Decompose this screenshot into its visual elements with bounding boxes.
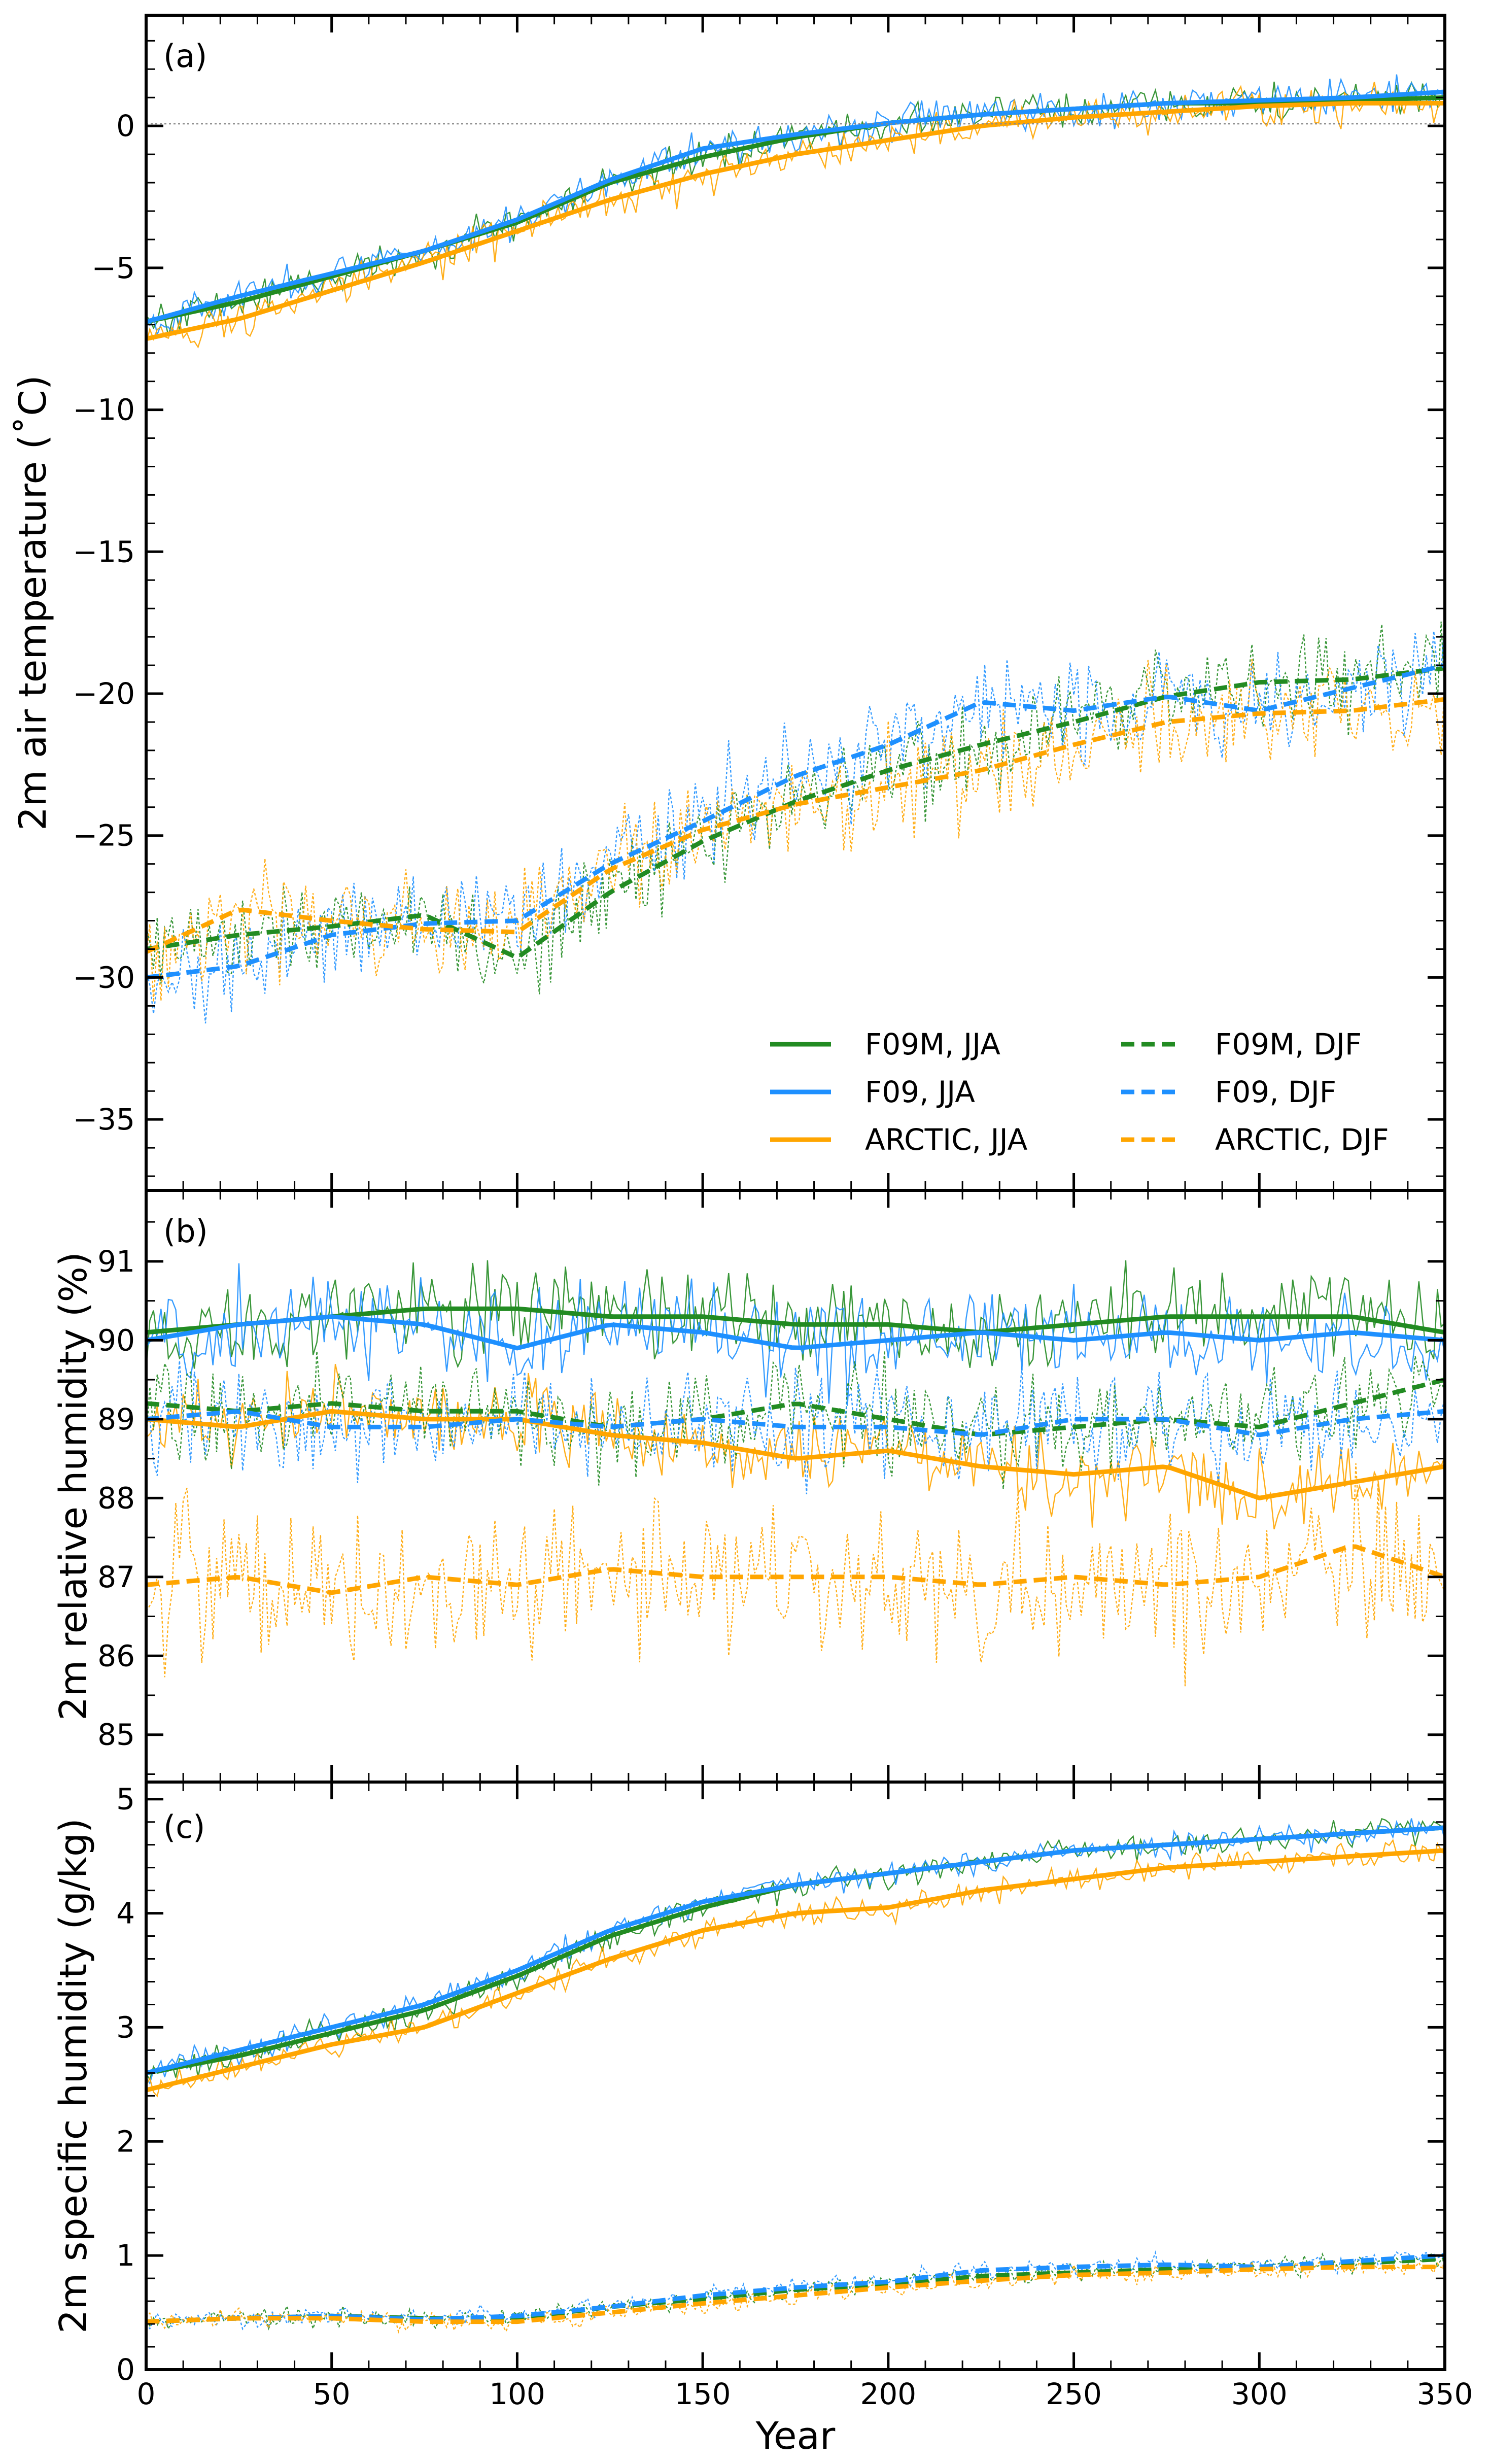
legend-item-f09-djf: F09, DJF [1121,1075,1336,1109]
legend-label-f09m-djf: F09M, DJF [1215,1027,1362,1062]
y-tick-label: 2 [116,2124,135,2159]
annual-line-arctic-jja-panel-c [145,1838,1445,2098]
panel-c-label: (c) [163,1808,205,1845]
y-tick-label: 4 [116,1896,135,1931]
x-tick-label: 0 [137,2377,156,2411]
annual-line-f09-jja-panel-b [146,1263,1446,1406]
smoothed-line-f09-jja-panel-b [146,1314,1445,1351]
x-tick-label: 350 [1417,2377,1473,2411]
x-tick-label: 300 [1231,2377,1288,2411]
legend-item-arctic-jja: ARCTIC, JJA [770,1122,1028,1157]
legend-label-arctic-djf: ARCTIC, DJF [1215,1122,1389,1157]
annual-line-f09m-djf-panel-a [145,621,1446,995]
annual-line-f09-djf-panel-a [145,620,1446,1023]
panel-b-y-axis-label: 2m relative humidity (%) [52,1252,95,1721]
y-tick-label: 0 [116,2352,135,2387]
annual-line-f09m-jja-panel-a [146,81,1445,336]
y-tick-label: −35 [73,1102,135,1137]
smoothed-line-arctic-jja-panel-a [146,100,1445,341]
y-tick-label: 5 [116,1782,135,1817]
y-tick-label: 88 [97,1481,135,1515]
legend-label-arctic-jja: ARCTIC, JJA [865,1122,1028,1157]
y-tick-label: −15 [73,534,135,569]
panel-c: 0 1 2 3 4 5 (c) 2m specific humidity (g/kg) [52,1781,1446,2387]
legend: F09M, JJA F09, JJA ARCTIC, JJA F09M, DJF… [770,1027,1389,1157]
panel-a-smooth-lines [145,89,1446,980]
x-tick-labels: 0 50 100 150 200 250 300 350 [137,2377,1473,2411]
panel-a-label: (a) [163,38,207,75]
smoothed-line-f09-jja-panel-a [145,89,1445,324]
panel-c-raw-lines [145,1818,1446,2334]
x-tick-label: 250 [1046,2377,1102,2411]
y-tick-label: 1 [116,2238,135,2273]
panel-c-ticks: 0 1 2 3 4 5 [116,1782,1446,2387]
y-tick-label: 87 [97,1560,135,1594]
panel-b-ticks: 85 86 87 88 89 90 91 [97,1190,1446,1782]
panel-b: 85 86 87 88 89 90 91 (b) 2m relative humidity … [52,1189,1446,1784]
panel-a-ticks: 0 −5 −10 −15 −20 −25 −30 −35 [73,15,1446,1190]
legend-label-f09-djf: F09, DJF [1215,1075,1336,1109]
y-tick-label: 86 [97,1638,135,1673]
smoothed-line-arctic-djf-panel-b [146,1544,1446,1595]
panel-b-label: (b) [163,1213,208,1250]
y-tick-label: 91 [97,1244,135,1279]
panel-a-y-axis-label: 2m air temperature (˚C) [11,375,55,831]
x-tick-label: 150 [675,2377,731,2411]
legend-item-f09m-djf: F09M, DJF [1121,1027,1362,1062]
smoothed-line-f09m-jja-panel-b [146,1306,1445,1335]
panel-b-frame [145,1189,1446,1784]
smoothed-line-f09-jja-panel-c [145,1825,1445,2075]
x-axis-label: Year [755,2414,836,2458]
y-tick-label: 0 [116,109,135,143]
legend-label-f09-jja: F09, JJA [865,1075,975,1109]
smoothed-line-arctic-djf-panel-c [146,2265,1445,2324]
y-tick-label: −5 [92,251,135,285]
y-tick-label: 89 [97,1402,135,1436]
annual-line-arctic-jja-panel-b [146,1364,1446,1530]
x-tick-label: 200 [860,2377,916,2411]
annual-line-arctic-djf-panel-b [146,1463,1446,1687]
annual-line-f09-djf-panel-b [146,1360,1446,1494]
y-tick-label: 3 [116,2010,135,2044]
smoothed-line-f09-djf-panel-a [146,663,1446,980]
smoothed-line-arctic-jja-panel-b [146,1409,1445,1500]
smoothed-line-arctic-djf-panel-a [145,697,1445,954]
panel-b-smooth-lines [146,1306,1446,1595]
smoothed-line-f09-djf-panel-b [146,1409,1445,1438]
y-tick-label: −20 [73,676,135,711]
panel-c-smooth-lines [145,1825,1445,2324]
annual-line-arctic-jja-panel-a [145,82,1445,349]
smoothed-line-f09-djf-panel-c [146,2253,1445,2324]
x-tick-label: 100 [489,2377,545,2411]
legend-item-f09m-jja: F09M, JJA [770,1027,1000,1062]
panel-a-frame [145,14,1446,1192]
y-tick-label: 90 [97,1323,135,1357]
annual-line-f09m-jja-panel-c [145,1818,1446,2081]
annual-line-f09-jja-panel-a [146,74,1446,337]
y-tick-label: −30 [73,960,135,995]
y-tick-label: −10 [73,393,135,427]
legend-label-f09m-jja: F09M, JJA [865,1027,1000,1062]
smoothed-line-f09m-djf-panel-b [146,1377,1446,1437]
legend-item-arctic-djf: ARCTIC, DJF [1121,1122,1389,1157]
panel-c-frame [145,1781,1446,2371]
smoothed-line-f09m-djf-panel-a [146,666,1445,960]
x-tick-label: 50 [313,2377,351,2411]
panel-c-y-axis-label: 2m specific humidity (g/kg) [52,1818,95,2334]
panel-a-raw-lines [145,74,1446,1023]
annual-line-arctic-djf-panel-c [146,2258,1445,2334]
panel-a: 0 −5 −10 −15 −20 −25 −30 −35 (a) 2m air tempera… [11,14,1446,1192]
y-tick-label: −25 [73,818,135,853]
y-tick-label: 85 [97,1718,135,1752]
legend-item-f09-jja: F09, JJA [770,1075,975,1109]
smoothed-line-arctic-jja-panel-c [145,1848,1445,2093]
